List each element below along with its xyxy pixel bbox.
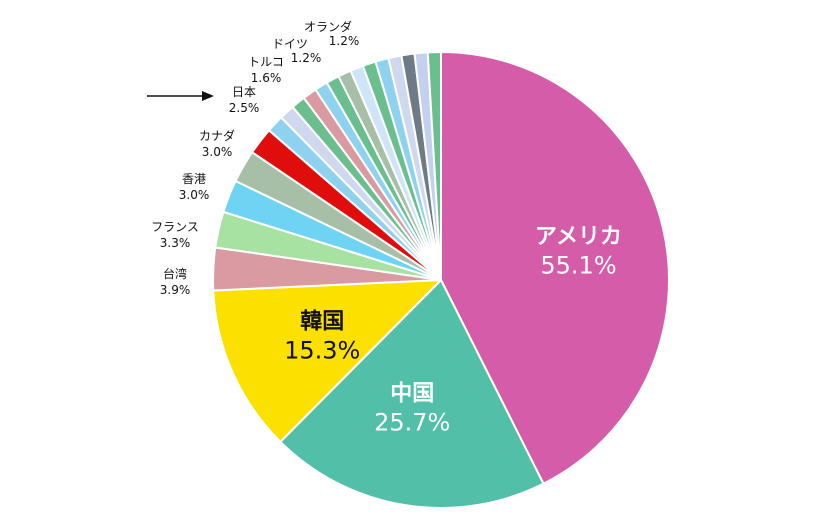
slice-label: 韓国 [300, 309, 344, 335]
slice-value-label: 55.1% [540, 251, 616, 279]
slice-label: 中国 [390, 381, 434, 406]
slice-2 [212, 279, 442, 443]
slice-outside-value: 3.9% [160, 283, 191, 297]
slice-outside-label: 香港 [182, 172, 206, 186]
slice-outside-value: 3.0% [202, 145, 233, 159]
slice-value-label: 25.7% [374, 408, 450, 436]
slice-outside-value: 2.5% [229, 101, 260, 115]
slice-unlabeled-21 [426, 51, 442, 281]
slice-outside-label: 台湾 [163, 266, 187, 281]
slice-outside-value: 3.0% [179, 188, 210, 202]
slice-outside-label: フランス [151, 220, 199, 234]
slice-outside-label: トルコ [248, 55, 284, 69]
slice-value-label: 15.3% [284, 337, 360, 365]
slice-0 [440, 51, 670, 485]
slice-label: アメリカ [535, 224, 622, 249]
slice-outside-label: オランダ 1.2% [304, 19, 359, 48]
slice-outside-label: 日本 [232, 85, 256, 99]
slice-1 [279, 279, 545, 509]
slice-outside-label: カナダ [199, 128, 235, 143]
arrow-head-icon [202, 91, 214, 101]
slice-outside-value: 3.3% [160, 236, 191, 250]
slice-outside-label: ドイツ 1.2% [272, 37, 321, 65]
slice-outside-value: 1.6% [251, 71, 282, 85]
